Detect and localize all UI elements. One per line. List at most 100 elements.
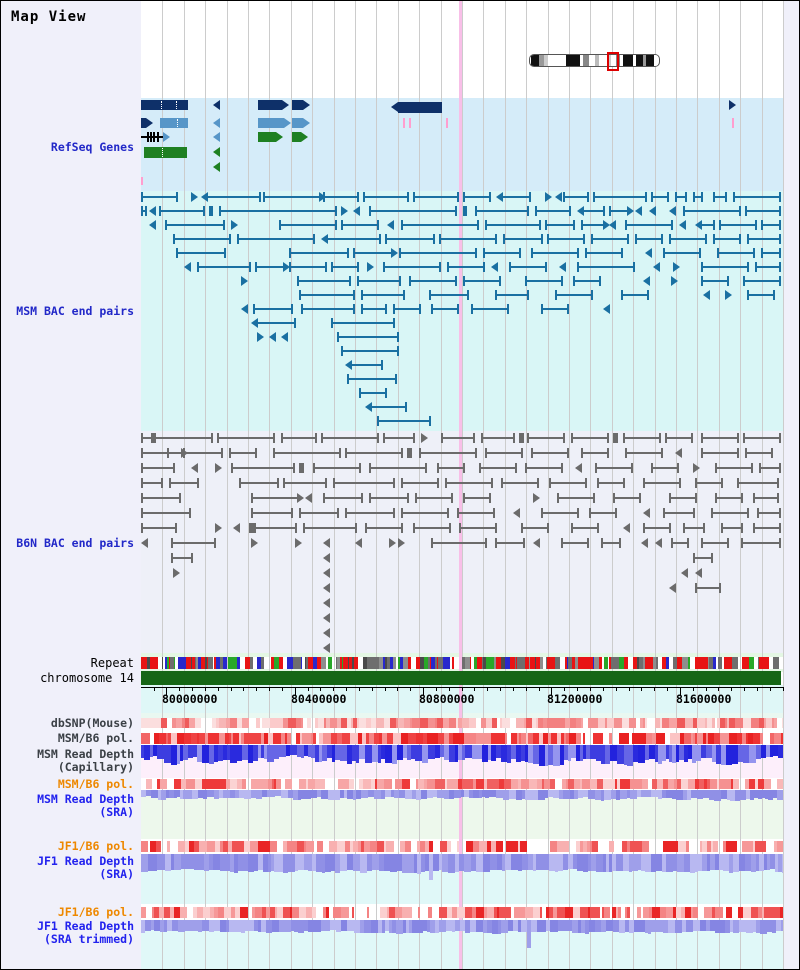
msm-read-depth-capillary-plot-bar bbox=[706, 745, 712, 758]
dbsnp-band-segment bbox=[766, 718, 772, 728]
bac-end-tick bbox=[141, 192, 143, 202]
msm-pol-band-sra-segment bbox=[384, 779, 392, 789]
jf1-read-depth-sra-plot-bar bbox=[596, 854, 603, 872]
bac-end-tick bbox=[677, 463, 679, 473]
msm-read-depth-sra-plot-bar bbox=[503, 790, 509, 800]
ideogram-band bbox=[583, 55, 589, 66]
jf1-read-depth-sra-plot-bar bbox=[591, 854, 596, 871]
bac-end-tick bbox=[141, 478, 143, 488]
bac-end-tick bbox=[379, 234, 381, 244]
track-label-msm-b6-pol-capillary: MSM/B6 pol. bbox=[57, 731, 134, 745]
axis-minor-tick bbox=[487, 687, 488, 691]
dbsnp-band-segment bbox=[707, 718, 712, 728]
repeat-segment bbox=[709, 657, 713, 669]
chromosome-ideogram[interactable] bbox=[529, 54, 660, 67]
jf1-pol-band-sra-trimmed-segment bbox=[772, 907, 780, 918]
repeat-segment bbox=[645, 657, 648, 669]
dbsnp-band-segment bbox=[645, 718, 647, 728]
ideogram-band bbox=[620, 55, 623, 66]
msm-pol-band-capillary-segment bbox=[342, 733, 350, 744]
repeat-segment bbox=[695, 657, 700, 669]
msm-read-depth-capillary-plot-bar bbox=[197, 745, 202, 762]
jf1-pol-band-sra-trimmed-segment bbox=[452, 907, 457, 918]
jf1-pol-band-sra-segment bbox=[150, 841, 156, 852]
msm-read-depth-sra-plot-bar bbox=[161, 790, 166, 800]
bac-end-tick bbox=[399, 276, 401, 286]
dbsnp-band-segment bbox=[256, 718, 260, 728]
msm-read-depth-capillary-plot-bar bbox=[601, 745, 605, 764]
bac-end-arrow bbox=[673, 262, 680, 272]
dbsnp-band-segment bbox=[640, 718, 643, 728]
jf1-pol-band-sra-trimmed-segment bbox=[197, 907, 200, 918]
jf1-pol-band-sra-trimmed-segment bbox=[540, 907, 542, 918]
msm-read-depth-capillary-plot-bar bbox=[449, 745, 452, 762]
msm-pol-band-sra-segment bbox=[268, 779, 272, 789]
bac-end-tick bbox=[599, 276, 601, 286]
bac-end-tick bbox=[224, 248, 226, 258]
jf1-pol-band-sra-trimmed-segment bbox=[218, 907, 224, 918]
bac-end-arrow bbox=[295, 538, 302, 548]
bac-pair-line bbox=[413, 196, 459, 198]
bac-end-tick bbox=[455, 206, 457, 216]
jf1-read-depth-sra-plot-bar bbox=[563, 854, 568, 870]
bac-pair-line bbox=[281, 437, 317, 439]
jf1-pol-band-sra-segment bbox=[429, 841, 433, 852]
bac-pair-line bbox=[229, 452, 257, 454]
msm-read-depth-capillary-plot-bar bbox=[761, 745, 766, 758]
repeat-segment bbox=[383, 657, 385, 669]
bac-end-tick bbox=[381, 360, 383, 370]
bac-pair-line bbox=[141, 210, 147, 212]
jf1-pol-band-sra-segment bbox=[386, 841, 394, 852]
jf1-pol-band-sra-trimmed-segment bbox=[184, 907, 187, 918]
msm-read-depth-capillary-plot-bar bbox=[253, 745, 258, 761]
repeat-segment bbox=[594, 657, 599, 669]
chromosome-position-bar[interactable] bbox=[141, 671, 781, 685]
bac-end-tick bbox=[223, 220, 225, 230]
msm-pol-band-capillary-segment bbox=[505, 733, 507, 744]
bac-end-arrow bbox=[391, 248, 398, 258]
jf1-read-depth-sra-trimmed-plot-bar bbox=[682, 920, 686, 932]
axis-minor-tick bbox=[179, 687, 180, 691]
msm-pol-band-capillary-segment bbox=[670, 733, 672, 744]
jf1-read-depth-sra-trimmed-plot-bar bbox=[308, 920, 314, 932]
msm-read-depth-capillary-plot-bar bbox=[347, 745, 352, 764]
msm-read-depth-sra-plot-bar bbox=[574, 790, 578, 799]
bac-end-tick bbox=[173, 463, 175, 473]
jf1-pol-band-sra-segment bbox=[466, 841, 473, 852]
bac-end-tick bbox=[527, 433, 529, 443]
bac-end-tick bbox=[463, 276, 465, 286]
jf1-read-depth-sra-trimmed-plot-bar bbox=[185, 920, 192, 931]
axis-minor-tick bbox=[385, 687, 386, 691]
jf1-read-depth-sra-plot-bar bbox=[384, 854, 390, 871]
msm-pol-band-sra-segment bbox=[476, 779, 484, 789]
msm-read-depth-sra-plot-bar bbox=[433, 790, 437, 797]
bac-pair-line bbox=[357, 280, 401, 282]
msm-pol-band-capillary-segment bbox=[632, 733, 640, 744]
bac-end-tick bbox=[727, 276, 729, 286]
axis-minor-tick bbox=[706, 687, 707, 691]
jf1-read-depth-sra-plot-bar bbox=[707, 854, 710, 871]
bac-end-tick bbox=[757, 508, 759, 518]
msm-read-depth-capillary-plot-bar bbox=[237, 745, 242, 761]
bac-end-tick bbox=[475, 248, 477, 258]
jf1-read-depth-sra-trimmed-plot-bar bbox=[501, 920, 508, 933]
msm-read-depth-capillary-plot-bar bbox=[188, 745, 193, 758]
repeat-segment bbox=[153, 657, 156, 669]
jf1-read-depth-sra-plot-bar bbox=[204, 854, 209, 871]
jf1-read-depth-sra-trimmed-plot-bar bbox=[258, 920, 261, 932]
msm-pol-band-capillary-segment bbox=[374, 733, 379, 744]
bac-end-tick bbox=[607, 448, 609, 458]
jf1-pol-band-sra-segment bbox=[583, 841, 587, 852]
dbsnp-band-segment bbox=[782, 718, 783, 728]
bac-end-tick bbox=[501, 478, 503, 488]
msm-read-depth-sra-plot-bar bbox=[516, 790, 522, 800]
bac-end-arrow bbox=[319, 192, 326, 202]
msm-pol-band-capillary-segment bbox=[656, 733, 662, 744]
jf1-pol-band-sra-segment bbox=[361, 841, 364, 852]
repeat-segment bbox=[141, 657, 142, 669]
msm-read-depth-sra-plot-bar bbox=[666, 790, 672, 798]
msm-pol-band-capillary-segment bbox=[401, 733, 408, 744]
gene-exon-mark bbox=[176, 101, 178, 109]
bac-end-arrow bbox=[421, 433, 428, 443]
dbsnp-band-segment bbox=[410, 718, 412, 728]
